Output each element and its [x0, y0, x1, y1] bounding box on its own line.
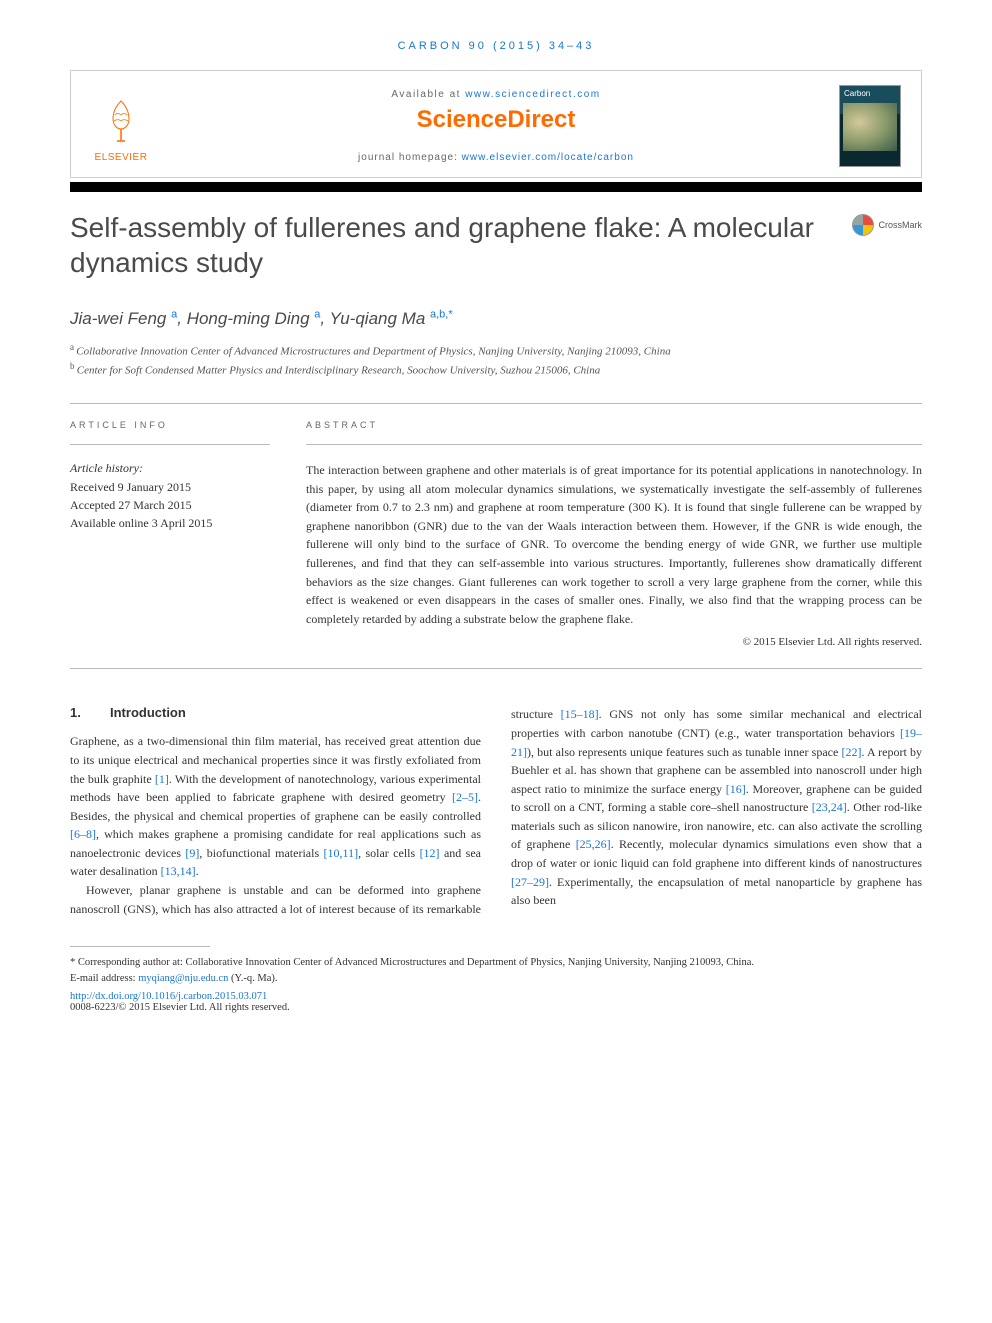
author: Hong-ming Ding a	[187, 309, 321, 328]
abstract-text: The interaction between graphene and oth…	[306, 461, 922, 628]
divider	[70, 444, 270, 445]
email-link[interactable]: myqiang@nju.edu.cn	[138, 973, 228, 984]
affiliation: a Collaborative Innovation Center of Adv…	[70, 341, 922, 360]
body-paragraph: Graphene, as a two-dimensional thin film…	[70, 732, 481, 881]
affiliation: b Center for Soft Condensed Matter Physi…	[70, 360, 922, 379]
divider	[306, 444, 922, 445]
citation-link[interactable]: [1]	[155, 772, 169, 786]
article-info-column: ARTICLE INFO Article history: Received 9…	[70, 420, 270, 648]
crossmark-icon	[852, 214, 874, 236]
cover-title: Carbon	[840, 86, 900, 101]
elsevier-label: ELSEVIER	[91, 152, 151, 163]
citation-link[interactable]: [25,26]	[576, 837, 611, 851]
article-info-label: ARTICLE INFO	[70, 420, 270, 430]
citation-link[interactable]: [19–21]	[511, 726, 922, 759]
affiliations: a Collaborative Innovation Center of Adv…	[70, 341, 922, 379]
available-at: Available at www.sciencedirect.com	[171, 89, 821, 100]
black-separator-bar	[70, 182, 922, 192]
cover-image	[843, 103, 897, 151]
citation-link[interactable]: [15–18]	[561, 707, 599, 721]
section-heading-introduction: 1.Introduction	[70, 705, 481, 720]
elsevier-logo: ELSEVIER	[91, 97, 151, 163]
author-affiliation-sup: a	[314, 308, 320, 320]
author-affiliation-sup: a	[171, 308, 177, 320]
history-received: Received 9 January 2015	[70, 478, 270, 496]
author-affiliation-sup: a,b,*	[430, 308, 453, 320]
author: Jia-wei Feng a	[70, 309, 177, 328]
crossmark-badge[interactable]: CrossMark	[852, 214, 922, 236]
citation-link[interactable]: [12]	[420, 846, 440, 860]
journal-reference: CARBON 90 (2015) 34–43	[70, 40, 922, 52]
citation-link[interactable]: [22]	[841, 745, 861, 759]
divider	[70, 403, 922, 404]
citation-link[interactable]: [10,11]	[324, 846, 359, 860]
abstract-copyright: © 2015 Elsevier Ltd. All rights reserved…	[306, 636, 922, 648]
authors-list: Jia-wei Feng a, Hong-ming Ding a, Yu-qia…	[70, 308, 922, 329]
footnote-divider	[70, 946, 210, 947]
email-footnote: E-mail address: myqiang@nju.edu.cn (Y.-q…	[70, 971, 922, 987]
header-box: ELSEVIER Available at www.sciencedirect.…	[70, 70, 922, 178]
citation-link[interactable]: [6–8]	[70, 827, 96, 841]
article-title: Self-assembly of fullerenes and graphene…	[70, 210, 832, 280]
citation-link[interactable]: [13,14]	[161, 864, 196, 878]
citation-link[interactable]: [9]	[185, 846, 199, 860]
abstract-label: ABSTRACT	[306, 420, 922, 430]
elsevier-tree-icon	[97, 97, 145, 145]
journal-homepage: journal homepage: www.elsevier.com/locat…	[171, 152, 821, 163]
author: Yu-qiang Ma a,b,*	[330, 309, 453, 328]
doi-link[interactable]: http://dx.doi.org/10.1016/j.carbon.2015.…	[70, 991, 922, 1002]
body-columns: 1.Introduction Graphene, as a two-dimens…	[70, 705, 922, 918]
history-accepted: Accepted 27 March 2015	[70, 496, 270, 514]
abstract-column: ABSTRACT The interaction between graphen…	[306, 420, 922, 648]
homepage-link[interactable]: www.elsevier.com/locate/carbon	[462, 152, 634, 163]
divider	[70, 668, 922, 669]
sciencedirect-link[interactable]: www.sciencedirect.com	[465, 89, 600, 100]
history-online: Available online 3 April 2015	[70, 514, 270, 532]
crossmark-label: CrossMark	[878, 220, 922, 230]
citation-link[interactable]: [16]	[726, 782, 746, 796]
corresponding-author-footnote: * Corresponding author at: Collaborative…	[70, 955, 922, 971]
issn-copyright: 0008-6223/© 2015 Elsevier Ltd. All right…	[70, 1002, 922, 1013]
citation-link[interactable]: [2–5]	[452, 790, 478, 804]
citation-link[interactable]: [23,24]	[812, 800, 847, 814]
citation-link[interactable]: [27–29]	[511, 875, 549, 889]
history-label: Article history:	[70, 461, 270, 476]
journal-cover-thumbnail: Carbon	[839, 85, 901, 167]
sciencedirect-logo: ScienceDirect	[171, 106, 821, 134]
